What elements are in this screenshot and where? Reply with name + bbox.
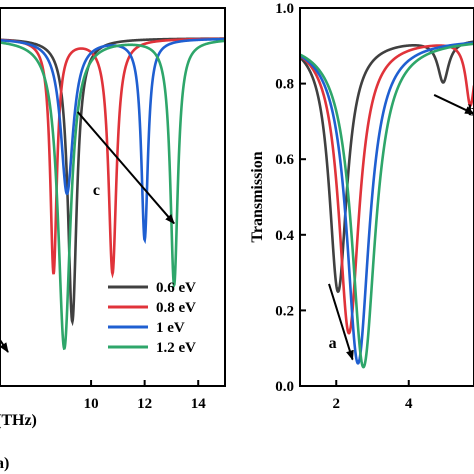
- annotation-arrow: [76, 111, 175, 225]
- x-tick-label: 2: [333, 396, 341, 412]
- y-tick-label: 0.0: [275, 379, 294, 395]
- annotation-label: c: [93, 182, 100, 199]
- series-line-1_2-eV: [300, 42, 474, 369]
- legend-entry-label: 1 eV: [156, 320, 185, 336]
- right-panel: 2 4 0.0 0.2 0.4 0.6 0.8 1.0 a b Transmission: [249, 1, 474, 412]
- series-line-1-eV: [300, 41, 474, 365]
- y-tick-label: 0.8: [275, 77, 294, 93]
- legend-entry-label: 0.6 eV: [156, 280, 196, 296]
- y-axis-label: Transmission: [249, 151, 266, 242]
- series-line-0_6-eV: [300, 40, 474, 294]
- x-tick-label: 4: [405, 396, 413, 412]
- annotation-label: a: [329, 335, 337, 352]
- plot-frame: [0, 7, 226, 387]
- annotation-arrow: [328, 283, 354, 361]
- x-axis-label: (THz): [0, 412, 37, 429]
- y-tick-label: 0.4: [275, 228, 294, 244]
- panel-label: a): [0, 455, 9, 472]
- series-line-0_8-eV: [0, 37, 225, 279]
- y-tick-label: 1.0: [275, 1, 294, 17]
- series-line-1_2-eV: [0, 39, 225, 351]
- plot-frame: [299, 7, 474, 387]
- legend-entry-label: 0.8 eV: [156, 300, 196, 316]
- y-tick-label: 0.2: [275, 303, 294, 319]
- annotation-arrow: [433, 94, 474, 115]
- legend: 0.6 eV 0.8 eV 1 eV 1.2 eV: [108, 280, 196, 356]
- x-tick-label: 14: [191, 396, 207, 412]
- annotation-arrow-fragment: [0, 339, 9, 353]
- x-tick-label: 12: [137, 396, 152, 412]
- series-line-1-eV: [0, 37, 225, 245]
- y-tick-label: 0.6: [275, 152, 294, 168]
- annotation-label: b: [468, 103, 474, 120]
- left-panel: 10 12 14 0.6 eV 0.8 eV 1 eV 1.2 eV c (THz) a): [0, 7, 226, 472]
- legend-entry-label: 1.2 eV: [156, 340, 196, 356]
- x-tick-label: 10: [84, 396, 99, 412]
